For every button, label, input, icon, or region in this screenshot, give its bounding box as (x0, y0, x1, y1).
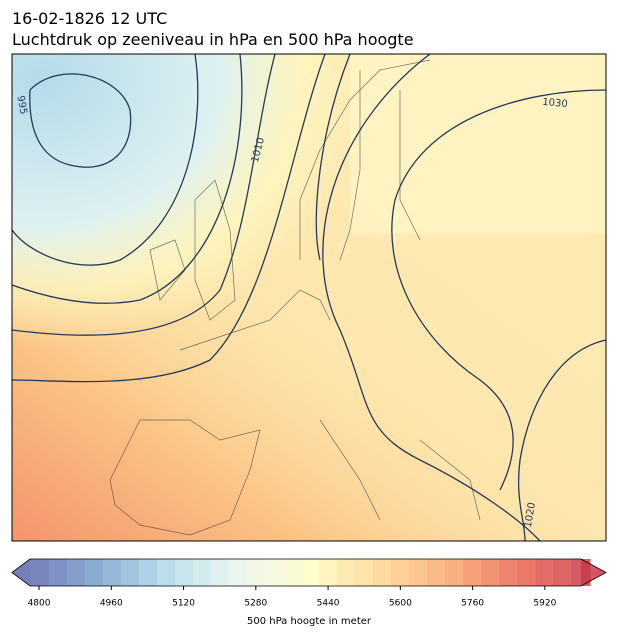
colorbar-segment (264, 559, 284, 586)
colorbar-segment (445, 559, 465, 586)
colorbar-segment (409, 559, 428, 586)
colorbar-tick-label: 5120 (172, 599, 195, 609)
colorbar-segment (517, 559, 537, 586)
isobar (517, 339, 606, 541)
isobar (12, 54, 243, 304)
title: 16-02-1826 12 UTC (12, 9, 167, 28)
isobar (12, 54, 326, 383)
colorbar-segment (535, 559, 555, 586)
colorbar-label: 500 hPa hoogte in meter (247, 616, 372, 627)
colorbar-segment (373, 559, 392, 586)
colorbar-tick-label: 4960 (100, 599, 123, 609)
colorbar-segment (84, 559, 103, 586)
colorbar-segment (228, 559, 248, 586)
colorbar-segment (481, 559, 501, 586)
colorbar-segment (66, 559, 85, 586)
colorbar-segment (463, 559, 483, 586)
colorbar-tick-label: 4800 (28, 599, 51, 609)
colorbar-extension (12, 559, 30, 586)
colorbar-extension (581, 559, 606, 586)
colorbar-segment (319, 559, 338, 586)
colorbar-segment (499, 559, 519, 586)
colorbar-segment (156, 559, 176, 586)
colorbar-segment (138, 559, 157, 586)
contour-label: 1030 (542, 97, 568, 110)
colorbar-segment (48, 559, 67, 586)
colorbar-segment (246, 559, 266, 586)
map-frame (11, 53, 607, 542)
isobar (29, 73, 132, 168)
colorbar-segment (174, 559, 194, 586)
isobar (12, 54, 199, 266)
colorbar: 4800 4960 5120 5280 5440 5600 5760 5920 (11, 558, 607, 609)
colorbar-segment (391, 559, 410, 586)
colorbar-segment (30, 559, 49, 586)
colorbar-segment (300, 559, 320, 586)
colorbar-tick-label: 5280 (244, 599, 267, 609)
isobar (322, 54, 541, 541)
colorbar-tick-label: 5760 (461, 599, 484, 609)
colorbar-segment (355, 559, 374, 586)
colorbar-segment (192, 559, 212, 586)
contour-label: 1020 (523, 502, 538, 529)
colorbar-tick-label: 5600 (389, 599, 412, 609)
colorbar-segment (427, 559, 447, 586)
colorbar-tick-label: 5920 (533, 599, 556, 609)
colorbar-segment (282, 559, 302, 586)
colorbar-outline (11, 558, 607, 587)
subtitle: Luchtdruk op zeeniveau in hPa en 500 hPa… (12, 30, 414, 49)
isobar (315, 54, 351, 261)
isobar (12, 54, 276, 336)
colorbar-tick-label: 5440 (317, 599, 340, 609)
colorbar-segment (553, 559, 573, 586)
map-shading (12, 54, 606, 541)
colorbar-segment (210, 559, 230, 586)
colorbar-segment (337, 559, 356, 586)
isobar (391, 89, 606, 491)
colorbar-segment (102, 559, 121, 586)
colorbar-segment (120, 559, 139, 586)
contour-label: 995 (14, 95, 28, 116)
map (12, 54, 606, 541)
